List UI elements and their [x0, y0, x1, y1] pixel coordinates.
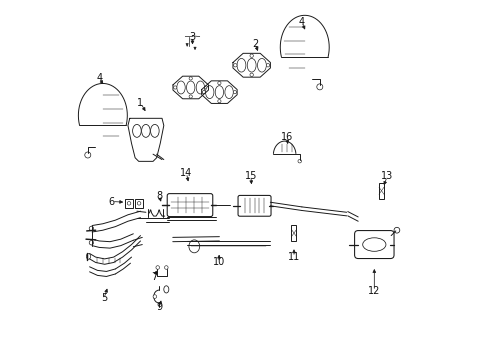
- Text: 15: 15: [244, 171, 257, 181]
- Bar: [291, 225, 296, 241]
- Ellipse shape: [137, 202, 141, 205]
- Bar: [378, 183, 383, 199]
- Text: 9: 9: [156, 302, 162, 312]
- Text: 2: 2: [252, 39, 258, 49]
- Ellipse shape: [86, 253, 90, 259]
- Ellipse shape: [186, 81, 195, 94]
- Ellipse shape: [153, 295, 156, 298]
- Ellipse shape: [89, 226, 93, 230]
- FancyBboxPatch shape: [354, 230, 393, 258]
- Ellipse shape: [362, 238, 385, 251]
- Ellipse shape: [89, 240, 93, 245]
- Ellipse shape: [127, 202, 131, 205]
- Text: 1: 1: [137, 98, 143, 108]
- Text: 6: 6: [108, 197, 115, 207]
- FancyBboxPatch shape: [167, 194, 212, 217]
- Ellipse shape: [224, 86, 233, 99]
- Text: 11: 11: [287, 252, 300, 262]
- Ellipse shape: [217, 100, 221, 103]
- Ellipse shape: [249, 54, 253, 57]
- Bar: [125, 199, 133, 208]
- Ellipse shape: [173, 86, 177, 89]
- Ellipse shape: [237, 58, 245, 72]
- Ellipse shape: [150, 125, 159, 137]
- Ellipse shape: [142, 125, 150, 137]
- Ellipse shape: [205, 86, 213, 99]
- Text: 10: 10: [212, 257, 224, 267]
- Ellipse shape: [393, 227, 399, 233]
- Ellipse shape: [204, 86, 207, 89]
- Ellipse shape: [188, 240, 199, 253]
- Ellipse shape: [189, 95, 192, 98]
- Ellipse shape: [164, 266, 168, 269]
- Ellipse shape: [257, 58, 266, 72]
- Text: 4: 4: [298, 17, 305, 27]
- Text: 8: 8: [156, 191, 162, 201]
- Ellipse shape: [316, 84, 322, 90]
- Ellipse shape: [196, 81, 204, 94]
- Ellipse shape: [249, 73, 253, 76]
- Ellipse shape: [84, 152, 91, 158]
- Text: 7: 7: [151, 272, 157, 282]
- Text: 12: 12: [367, 286, 380, 296]
- Ellipse shape: [217, 81, 221, 85]
- Text: 14: 14: [180, 168, 192, 178]
- Ellipse shape: [247, 58, 256, 72]
- FancyBboxPatch shape: [238, 195, 270, 216]
- Ellipse shape: [202, 90, 205, 94]
- Ellipse shape: [233, 90, 236, 94]
- Ellipse shape: [132, 125, 141, 137]
- Text: 16: 16: [280, 132, 292, 142]
- Ellipse shape: [266, 64, 269, 67]
- Ellipse shape: [189, 77, 192, 80]
- Ellipse shape: [297, 159, 301, 163]
- Text: 4: 4: [96, 73, 102, 83]
- Bar: [135, 199, 142, 208]
- Text: 5: 5: [101, 293, 107, 303]
- Ellipse shape: [177, 81, 185, 94]
- Ellipse shape: [233, 64, 237, 67]
- Text: 3: 3: [189, 32, 195, 41]
- Text: 13: 13: [380, 171, 392, 181]
- Ellipse shape: [156, 266, 159, 269]
- Ellipse shape: [163, 286, 168, 293]
- Ellipse shape: [215, 86, 223, 99]
